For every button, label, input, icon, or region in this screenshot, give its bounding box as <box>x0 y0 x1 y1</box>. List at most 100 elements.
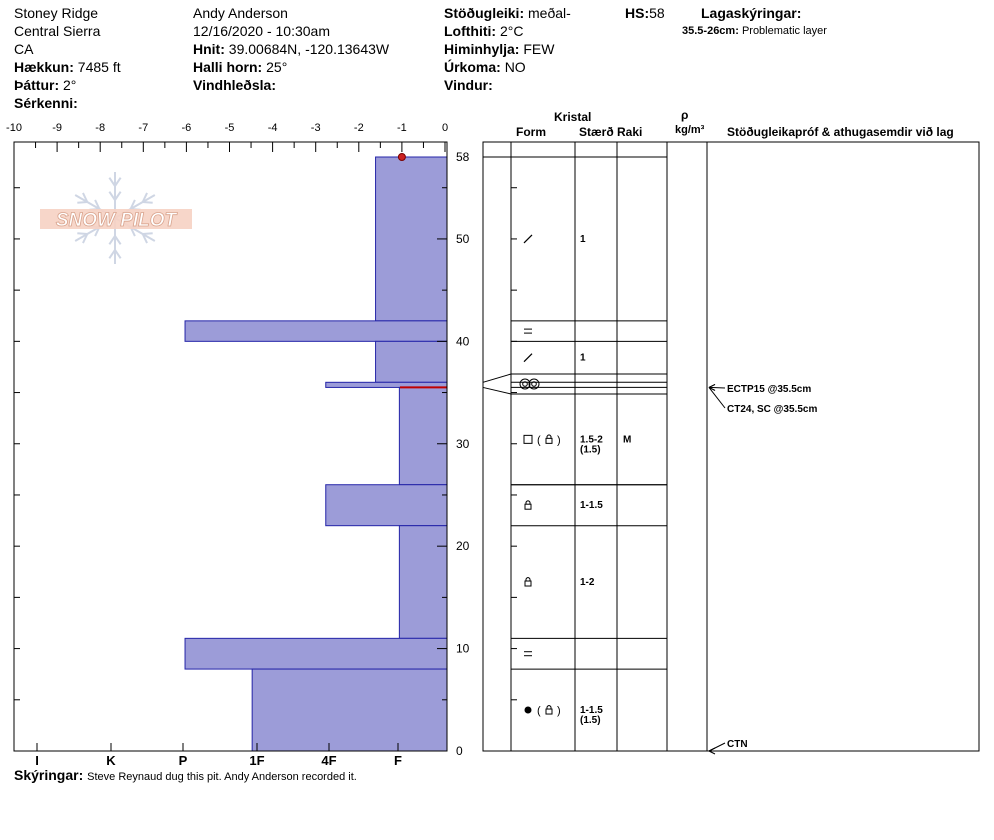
crystal-size-secondary: (1.5) <box>580 715 601 726</box>
notes-label: Skýringar: <box>14 767 84 783</box>
slash-icon <box>523 234 533 244</box>
hardness-bar-8 <box>251 668 448 752</box>
paren-close: ) <box>557 705 561 717</box>
crystal-size: 1-2 <box>580 577 595 588</box>
observation-datetime: 12/16/2020 - 10:30am <box>193 23 330 39</box>
lock-icon <box>524 580 532 587</box>
hardness-tick-label: 1F <box>249 753 264 768</box>
slope-label: Halli horn: <box>193 59 263 75</box>
crystal-size: 1 <box>580 353 586 364</box>
crystal-header: Kristal <box>554 110 592 124</box>
snowflake-branch <box>141 192 148 203</box>
paren-close: ) <box>557 434 561 446</box>
snow-height: HS:58 <box>625 5 665 21</box>
slope-value: 25° <box>266 59 288 75</box>
sky-value: FEW <box>523 41 555 57</box>
hardness-tick-label: I <box>35 753 39 768</box>
stability-test-result: CT24, SC @35.5cm <box>727 404 817 415</box>
lock-icon <box>545 437 553 444</box>
lock-icon <box>524 503 532 510</box>
sky-label: Himinhylja: <box>444 41 520 57</box>
elevation-value: 7485 ft <box>77 59 121 75</box>
air-temperature: Lofthiti: 2°C <box>444 23 523 39</box>
precipitation: Úrkoma: NO <box>444 59 526 75</box>
notes-text: Steve Reynaud dug this pit. Andy Anderso… <box>87 771 357 783</box>
height-tick-label: 10 <box>456 642 470 656</box>
moisture-code: M <box>623 434 631 445</box>
height-tick-label: 30 <box>456 437 470 451</box>
snowflake-branch <box>94 199 101 210</box>
form-header: Form <box>516 125 546 139</box>
location-name: Stoney Ridge <box>14 5 99 21</box>
lock-icon <box>546 434 552 439</box>
coords-value: 39.00684N, -120.13643W <box>228 41 390 57</box>
snowflake-branch <box>142 232 153 235</box>
plot-frame <box>13 141 448 752</box>
wind-label: Vindur: <box>444 77 493 93</box>
snowflake-branch <box>82 233 89 244</box>
location-state: CA <box>14 41 34 57</box>
precip-label: Úrkoma: <box>444 59 501 75</box>
stability-test-result: ECTP15 @35.5cm <box>727 384 811 395</box>
density-rho-header: ρ <box>681 108 689 122</box>
temp-tick-label: -6 <box>182 122 192 134</box>
hardness-bar-6 <box>398 525 448 639</box>
hardness-bar-7 <box>184 637 448 670</box>
snowflake-branch <box>114 249 122 259</box>
test-pointer-line <box>708 386 726 389</box>
double-circle-icon <box>528 378 540 390</box>
layer-connector-line <box>482 373 512 383</box>
temp-tick-label: -1 <box>397 122 407 134</box>
paren-open: ( <box>537 434 541 446</box>
layer-connector-line <box>482 386 512 395</box>
density-unit-header: kg/m³ <box>675 124 705 136</box>
dot-icon <box>524 706 532 714</box>
height-tick-label: 58 <box>456 150 470 164</box>
stability-value: meðal- <box>528 5 571 21</box>
features-label: Sérkenni: <box>14 95 78 111</box>
slope-angle: Halli horn: 25° <box>193 59 287 75</box>
stability-tests-header: Stöðugleikapróf & athugasemdir við lag <box>727 125 954 139</box>
snowflake-branch <box>77 201 88 204</box>
temp-tick-label: -10 <box>6 122 22 134</box>
hardness-bar-4 <box>398 386 448 486</box>
location-range: Central Sierra <box>14 23 101 39</box>
temp-tick-label: -4 <box>268 122 278 134</box>
crystal-size: 1-1.5 <box>580 705 603 716</box>
slash-icon <box>523 353 533 363</box>
test-arrow-icon <box>708 383 716 391</box>
snowflake-branch <box>142 201 153 204</box>
height-tick-label: 0 <box>456 744 463 758</box>
double-circle-icon <box>531 381 537 387</box>
temp-tick-label: 0 <box>442 122 448 134</box>
stability: Stöðugleiki: meðal- <box>444 5 571 21</box>
crystal-size-secondary: (1.5) <box>580 444 601 455</box>
height-tick-label: 50 <box>456 232 470 246</box>
temp-tick-label: -2 <box>354 122 364 134</box>
moisture-header: Raki <box>617 125 643 139</box>
crystal-size: 1 <box>580 234 586 245</box>
stability-label: Stöðugleiki: <box>444 5 525 21</box>
aspect-value: 2° <box>63 77 77 93</box>
temperature-point-0 <box>397 153 406 161</box>
square-icon <box>523 434 533 444</box>
snowflake-branch <box>114 177 122 187</box>
lock-icon <box>546 705 552 710</box>
snowpilot-logo: SNOW PILOT <box>40 172 192 264</box>
logo-text: SNOW PILOT <box>56 210 178 231</box>
hardness-bar-5 <box>325 484 448 527</box>
observer-name: Andy Anderson <box>193 5 288 21</box>
aspect: Þáttur: 2° <box>14 77 76 93</box>
snowflake-branch <box>108 191 116 201</box>
snowflake-branch <box>108 249 116 259</box>
notes: Skýringar: Steve Reynaud dug this pit. A… <box>14 767 357 783</box>
double-circle-icon <box>522 381 528 387</box>
hardness-tick-label: K <box>106 753 116 768</box>
elevation: Hækkun: 7485 ft <box>14 59 121 75</box>
height-tick-label: 20 <box>456 539 470 553</box>
hardness-bar-0 <box>375 156 448 322</box>
height-tick-label: 40 <box>456 334 470 348</box>
lock-icon <box>525 577 531 582</box>
size-header: Stærð <box>579 125 614 139</box>
